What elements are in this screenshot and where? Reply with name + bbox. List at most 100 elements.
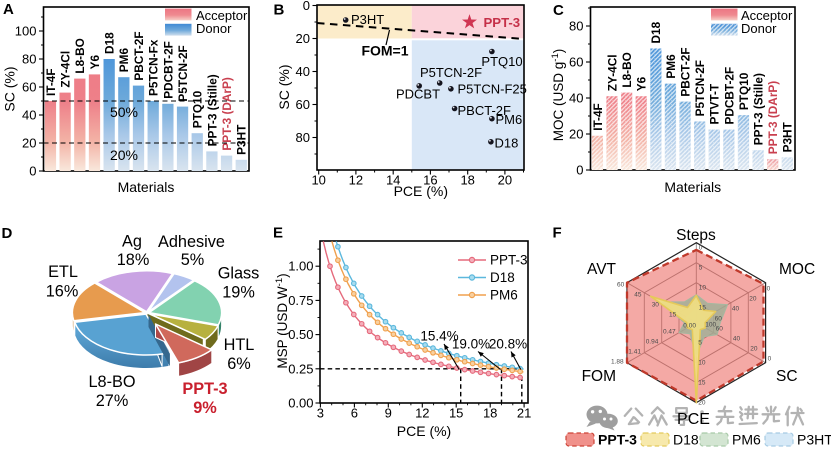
svg-text:PBCT-2F: PBCT-2F	[458, 103, 512, 118]
svg-text:PBCT-2F: PBCT-2F	[132, 31, 146, 80]
svg-text:P3HT: P3HT	[781, 121, 795, 152]
svg-text:0: 0	[768, 356, 772, 363]
svg-text:9%: 9%	[193, 399, 217, 417]
svg-text:27%: 27%	[96, 392, 129, 410]
svg-text:PDCBT-2F: PDCBT-2F	[722, 67, 736, 125]
svg-text:10: 10	[699, 285, 707, 292]
svg-text:60: 60	[569, 55, 583, 70]
svg-text:40: 40	[569, 91, 583, 106]
svg-text:PPT-3: PPT-3	[598, 432, 637, 448]
svg-text:P5TCN-2F: P5TCN-2F	[693, 60, 707, 116]
svg-text:80: 80	[22, 52, 36, 67]
svg-text:P5TCN-2F: P5TCN-2F	[176, 45, 190, 101]
svg-text:60: 60	[296, 97, 310, 112]
svg-text:18%: 18%	[117, 251, 150, 269]
svg-text:60: 60	[22, 80, 36, 95]
svg-text:19.0%: 19.0%	[452, 337, 490, 352]
svg-text:12: 12	[415, 406, 429, 421]
svg-text:3: 3	[317, 406, 324, 421]
svg-text:Donor: Donor	[741, 21, 777, 36]
svg-text:1.00: 1.00	[288, 259, 313, 274]
svg-text:SC (%): SC (%)	[2, 66, 18, 111]
svg-text:20.8%: 20.8%	[489, 337, 527, 352]
svg-text:Donor: Donor	[196, 21, 232, 36]
svg-text:PBCT-2F: PBCT-2F	[678, 47, 692, 96]
svg-text:PM6: PM6	[664, 54, 678, 79]
svg-text:14: 14	[386, 173, 400, 188]
svg-text:PPT-3 (DArP): PPT-3 (DArP)	[220, 77, 234, 150]
svg-text:IT-4F: IT-4F	[44, 68, 58, 96]
svg-text:Ag: Ag	[122, 233, 142, 251]
svg-text:20: 20	[749, 296, 757, 303]
svg-text:F: F	[553, 225, 562, 242]
svg-text:Glass: Glass	[218, 265, 260, 283]
svg-text:18: 18	[460, 173, 474, 188]
svg-text:SC: SC	[776, 368, 798, 385]
svg-text:D18: D18	[495, 136, 519, 151]
svg-text:0: 0	[576, 163, 583, 178]
svg-text:L8-BO: L8-BO	[620, 52, 634, 87]
svg-text:P3HT: P3HT	[235, 124, 249, 155]
svg-text:20: 20	[750, 346, 758, 353]
svg-text:PDCBT-2F: PDCBT-2F	[161, 41, 175, 99]
svg-text:C: C	[553, 2, 564, 19]
svg-text:Y6: Y6	[635, 76, 649, 91]
svg-text:1.41: 1.41	[628, 349, 641, 356]
svg-text:10: 10	[311, 173, 325, 188]
svg-text:PM6: PM6	[732, 432, 761, 448]
svg-text:D18: D18	[649, 21, 663, 43]
svg-text:1.88: 1.88	[611, 359, 624, 366]
svg-text:0: 0	[767, 286, 771, 293]
svg-text:AVT: AVT	[587, 261, 617, 278]
svg-text:L8-BO: L8-BO	[73, 38, 87, 73]
svg-text:ZY-4Cl: ZY-4Cl	[605, 54, 619, 91]
svg-text:20: 20	[22, 136, 36, 151]
svg-text:0: 0	[303, 0, 310, 13]
svg-text:0: 0	[699, 245, 703, 252]
svg-text:PTQ10: PTQ10	[737, 72, 751, 110]
svg-text:40: 40	[732, 306, 740, 313]
svg-text:50%: 50%	[110, 104, 138, 120]
svg-text:E: E	[273, 225, 283, 242]
svg-text:80: 80	[569, 19, 583, 34]
svg-text:L8-BO: L8-BO	[88, 373, 135, 391]
svg-text:D18: D18	[490, 270, 515, 285]
svg-text:45: 45	[634, 292, 642, 299]
svg-text:15: 15	[699, 305, 707, 312]
svg-text:ZY-4Cl: ZY-4Cl	[59, 51, 73, 88]
svg-text:PM6: PM6	[496, 112, 523, 127]
svg-text:40: 40	[296, 64, 310, 79]
svg-text:PTQ10: PTQ10	[481, 54, 522, 69]
svg-text:D18: D18	[673, 432, 699, 448]
svg-text:15: 15	[669, 312, 677, 319]
svg-text:PM6: PM6	[117, 48, 131, 73]
svg-text:100: 100	[15, 24, 37, 39]
svg-text:P5TCN-F25: P5TCN-F25	[458, 82, 527, 97]
svg-text:FOM=1: FOM=1	[361, 43, 408, 59]
svg-text:HTL: HTL	[224, 336, 255, 354]
svg-text:20: 20	[569, 127, 583, 142]
svg-text:12: 12	[349, 173, 363, 188]
svg-text:100: 100	[705, 322, 716, 329]
svg-text:PCE (%): PCE (%)	[397, 423, 451, 439]
svg-text:60: 60	[715, 316, 723, 323]
svg-text:20: 20	[296, 31, 310, 46]
svg-text:PTVT-T: PTVT-T	[708, 83, 722, 124]
svg-text:0.75: 0.75	[288, 293, 313, 308]
svg-text:0.47: 0.47	[663, 329, 676, 336]
svg-text:0: 0	[29, 164, 36, 179]
svg-text:B: B	[274, 2, 285, 19]
svg-text:Y6: Y6	[88, 55, 102, 70]
svg-text:PCE: PCE	[677, 411, 710, 428]
svg-text:P3HT: P3HT	[351, 12, 384, 27]
svg-text:9: 9	[385, 406, 392, 421]
svg-text:MOC (USD g-1): MOC (USD g-1)	[550, 49, 566, 141]
svg-text:PM6: PM6	[490, 288, 518, 303]
svg-text:Steps: Steps	[676, 227, 716, 244]
svg-text:PPT-3: PPT-3	[490, 253, 528, 268]
svg-text:40: 40	[22, 108, 36, 123]
svg-text:0.50: 0.50	[288, 327, 313, 342]
svg-text:60: 60	[716, 326, 724, 333]
svg-text:D18: D18	[103, 32, 117, 54]
svg-text:P5TCN-2F: P5TCN-2F	[420, 65, 482, 80]
